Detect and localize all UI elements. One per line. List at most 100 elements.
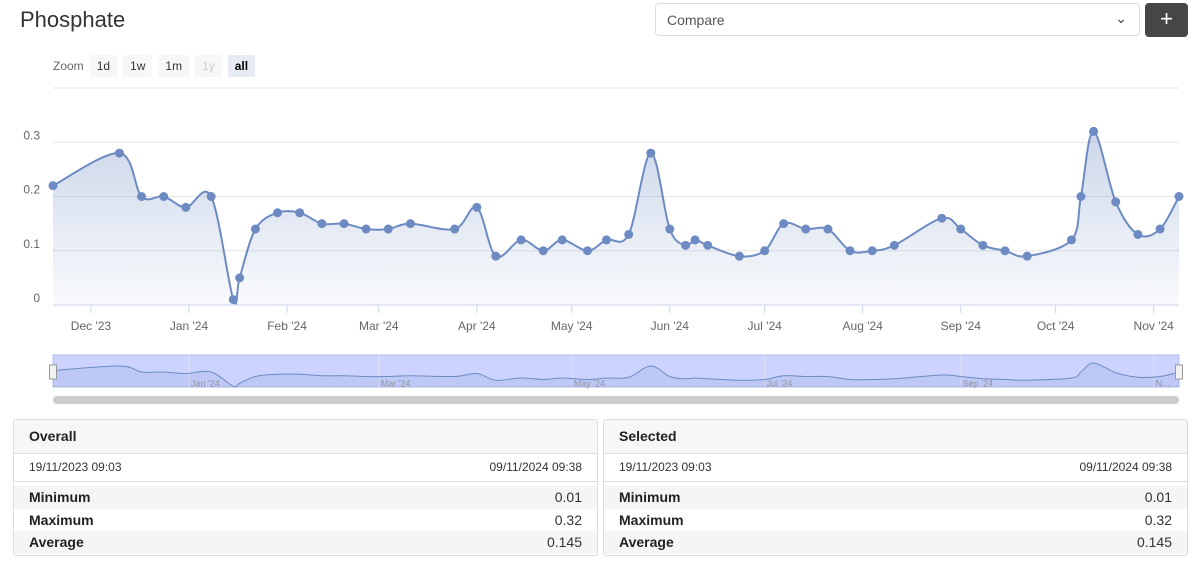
- point: [159, 192, 169, 201]
- point: [937, 213, 947, 223]
- navigator-label: Sep '24: [963, 378, 993, 388]
- stat-value: 0.01: [1144, 489, 1172, 505]
- point: [228, 295, 238, 305]
- point: [956, 224, 966, 234]
- x-tick-label: Sep '24: [941, 319, 982, 333]
- zoom-button: 1y: [195, 55, 222, 77]
- point: [703, 240, 713, 250]
- add-button[interactable]: +: [1145, 3, 1188, 37]
- point: [383, 224, 393, 234]
- stat-value: 0.145: [1136, 534, 1172, 550]
- point: [646, 148, 656, 158]
- zoom-button[interactable]: 1m: [158, 55, 190, 77]
- x-tick-label: Mar '24: [359, 319, 399, 333]
- navigator-line: [52, 362, 1180, 388]
- navigator-label: Jan '24: [191, 378, 220, 388]
- x-tick-label: May '24: [551, 319, 593, 333]
- stat-name: Average: [619, 534, 674, 550]
- x-tick-label: Jan '24: [170, 319, 209, 333]
- navigator-bg: [52, 354, 1180, 388]
- point: [295, 208, 305, 218]
- zoom-button[interactable]: all: [227, 55, 256, 77]
- stat-rows: Minimum 0.01 Maximum 0.32 Average 0.145: [604, 486, 1187, 554]
- panel-title: Selected: [604, 420, 1187, 454]
- x-tick-label: Jul '24: [748, 319, 783, 333]
- stat-row: Minimum 0.01: [14, 486, 597, 509]
- navigator-handle[interactable]: [1175, 364, 1183, 380]
- point: [181, 202, 191, 212]
- scrollbar: [53, 396, 1179, 404]
- point: [1089, 126, 1099, 136]
- point: [1076, 192, 1086, 201]
- point: [405, 219, 415, 229]
- point: [1133, 229, 1143, 239]
- point: [273, 208, 283, 218]
- navigator-area: [53, 362, 1179, 387]
- navigator-handle[interactable]: [49, 364, 57, 380]
- end-date: 09/11/2024 09:38: [489, 460, 582, 474]
- point: [801, 224, 811, 234]
- point: [889, 240, 899, 250]
- stats-panel: Selected 19/11/2023 09:03 09/11/2024 09:38…: [603, 419, 1188, 556]
- compare-select[interactable]: Compare ⌄: [655, 3, 1140, 36]
- x-tick-label: Feb '24: [267, 319, 307, 333]
- point: [48, 181, 58, 191]
- stat-value: 0.145: [546, 534, 582, 550]
- panel-title: Overall: [14, 420, 597, 454]
- point: [557, 235, 567, 245]
- zoom-button[interactable]: 1d: [89, 55, 118, 77]
- y-tick-label: 0.1: [23, 237, 40, 251]
- x-tick-label: Nov '24: [1134, 319, 1175, 333]
- end-date: 09/11/2024 09:38: [1079, 460, 1172, 474]
- point: [137, 192, 147, 201]
- stat-value: 0.01: [554, 489, 582, 505]
- point: [823, 224, 833, 234]
- point: [317, 219, 327, 229]
- x-tick-label: Apr '24: [458, 319, 496, 333]
- compare-placeholder: Compare: [667, 12, 725, 28]
- point: [1066, 235, 1076, 245]
- stat-name: Maximum: [619, 511, 684, 528]
- point: [206, 192, 216, 201]
- point: [361, 224, 371, 234]
- point: [491, 251, 501, 261]
- start-date: 19/11/2023 09:03: [619, 460, 712, 474]
- point: [516, 235, 526, 245]
- stats-panel: Overall 19/11/2023 09:03 09/11/2024 09:38 M…: [13, 419, 598, 556]
- point: [845, 246, 855, 256]
- point: [734, 251, 744, 261]
- stat-value: 0.32: [554, 511, 582, 528]
- chart: 0 0.1 0.2 0.3 Dec '23 Jan '24 Feb '24 Mar '24 Ap…: [23, 87, 1184, 404]
- stat-value: 0.32: [1144, 511, 1172, 528]
- y-tick-label: 0.2: [23, 183, 40, 197]
- point: [1111, 197, 1121, 207]
- navigator-label: May '24: [574, 378, 605, 388]
- zoom-button[interactable]: 1w: [123, 55, 153, 77]
- stat-name: Minimum: [619, 489, 681, 505]
- stat-rows: Minimum 0.01 Maximum 0.32 Average 0.145: [14, 486, 597, 554]
- point: [690, 235, 700, 245]
- x-tick-label: Dec '23: [71, 319, 112, 333]
- point: [250, 224, 260, 234]
- stat-row: Maximum 0.32: [604, 509, 1187, 532]
- date-range: 19/11/2023 09:03 09/11/2024 09:38: [604, 454, 1187, 482]
- stat-row: Minimum 0.01: [604, 486, 1187, 509]
- navigator-label: Mar '24: [381, 378, 411, 388]
- x-tick-label: Oct '24: [1037, 319, 1075, 333]
- stat-row: Maximum 0.32: [14, 509, 597, 532]
- stat-row: Average 0.145: [604, 531, 1187, 554]
- point: [538, 246, 548, 256]
- point: [235, 273, 245, 283]
- point: [779, 219, 789, 229]
- y-tick-label: 0.3: [23, 128, 40, 142]
- point: [1174, 192, 1184, 201]
- point: [114, 148, 124, 158]
- x-tick-label: Jun '24: [651, 319, 690, 333]
- point: [867, 246, 877, 256]
- point: [583, 246, 593, 256]
- stat-name: Maximum: [29, 511, 94, 528]
- stat-name: Average: [29, 534, 84, 550]
- point: [1155, 224, 1165, 234]
- stat-name: Minimum: [29, 489, 91, 505]
- point: [450, 224, 460, 234]
